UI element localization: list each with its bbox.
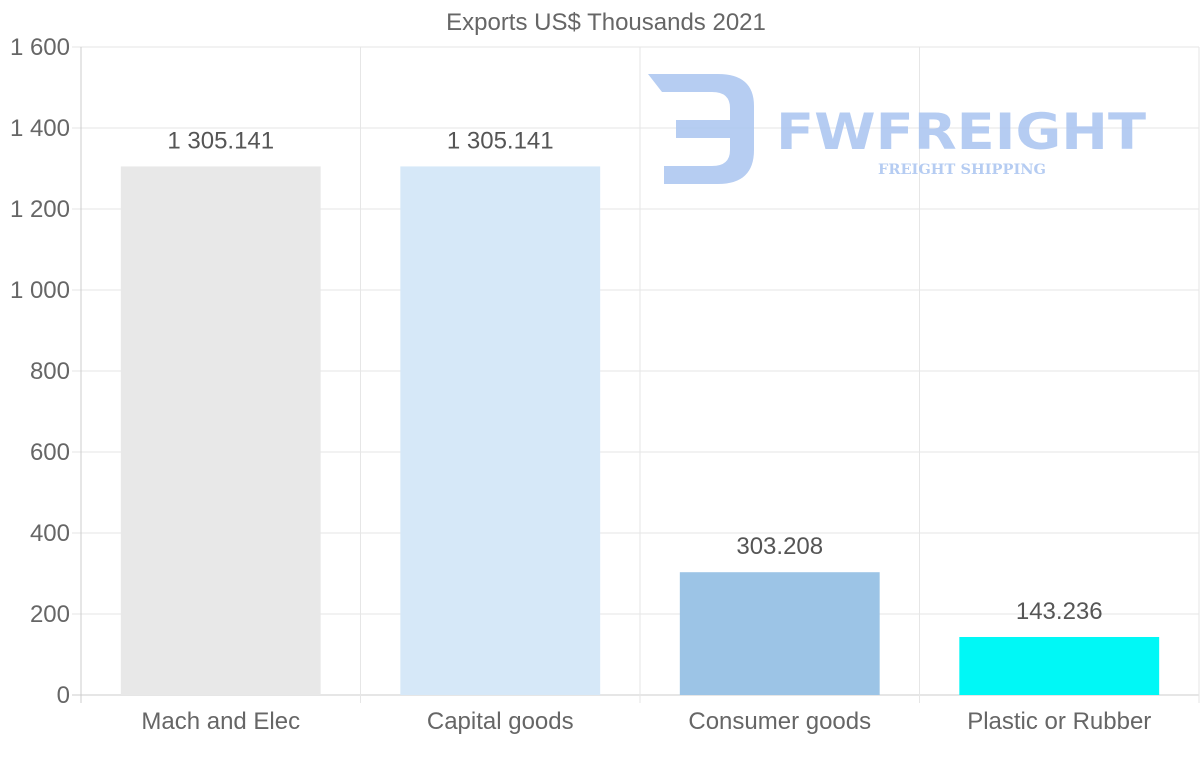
watermark-name: FWFREIGHT bbox=[776, 103, 1146, 161]
x-tick-label: Capital goods bbox=[427, 708, 574, 735]
y-axis-labels: 0 200 400 600 800 1 000 1 200 1 400 1 600 bbox=[10, 34, 70, 709]
y-tick-label: 0 bbox=[57, 682, 70, 709]
x-axis-labels: Mach and Elec Capital goods Consumer goods… bbox=[141, 708, 1151, 735]
bar bbox=[400, 166, 601, 695]
fwfreight-watermark: FWFREIGHT FREIGHT SHIPPING bbox=[648, 74, 1146, 184]
y-tick-label: 600 bbox=[30, 439, 70, 466]
fwfreight-logo-icon bbox=[648, 74, 754, 184]
bars-group bbox=[120, 166, 1160, 695]
x-tick-label: Mach and Elec bbox=[141, 708, 300, 735]
bar bbox=[679, 572, 880, 695]
bar-value-label: 303.208 bbox=[736, 533, 823, 560]
y-tick-label: 200 bbox=[30, 601, 70, 628]
data-labels: 1 305.141 1 305.141 303.208 143.236 bbox=[167, 127, 1102, 625]
bar bbox=[959, 636, 1160, 695]
y-tick-label: 1 000 bbox=[10, 277, 70, 304]
y-tick-label: 1 600 bbox=[10, 34, 70, 61]
bar-value-label: 143.236 bbox=[1016, 598, 1103, 625]
y-tick-label: 1 400 bbox=[10, 115, 70, 142]
watermark-tagline: FREIGHT SHIPPING bbox=[878, 162, 1046, 178]
y-tick-label: 1 200 bbox=[10, 196, 70, 223]
bar-value-label: 1 305.141 bbox=[167, 127, 274, 154]
y-tick-label: 800 bbox=[30, 358, 70, 385]
bar bbox=[120, 166, 321, 695]
x-tick-label: Plastic or Rubber bbox=[967, 708, 1151, 735]
bar-value-label: 1 305.141 bbox=[447, 127, 554, 154]
y-tick-label: 400 bbox=[30, 520, 70, 547]
chart-title: Exports US$ Thousands 2021 bbox=[446, 9, 766, 36]
x-tick-label: Consumer goods bbox=[688, 708, 871, 735]
